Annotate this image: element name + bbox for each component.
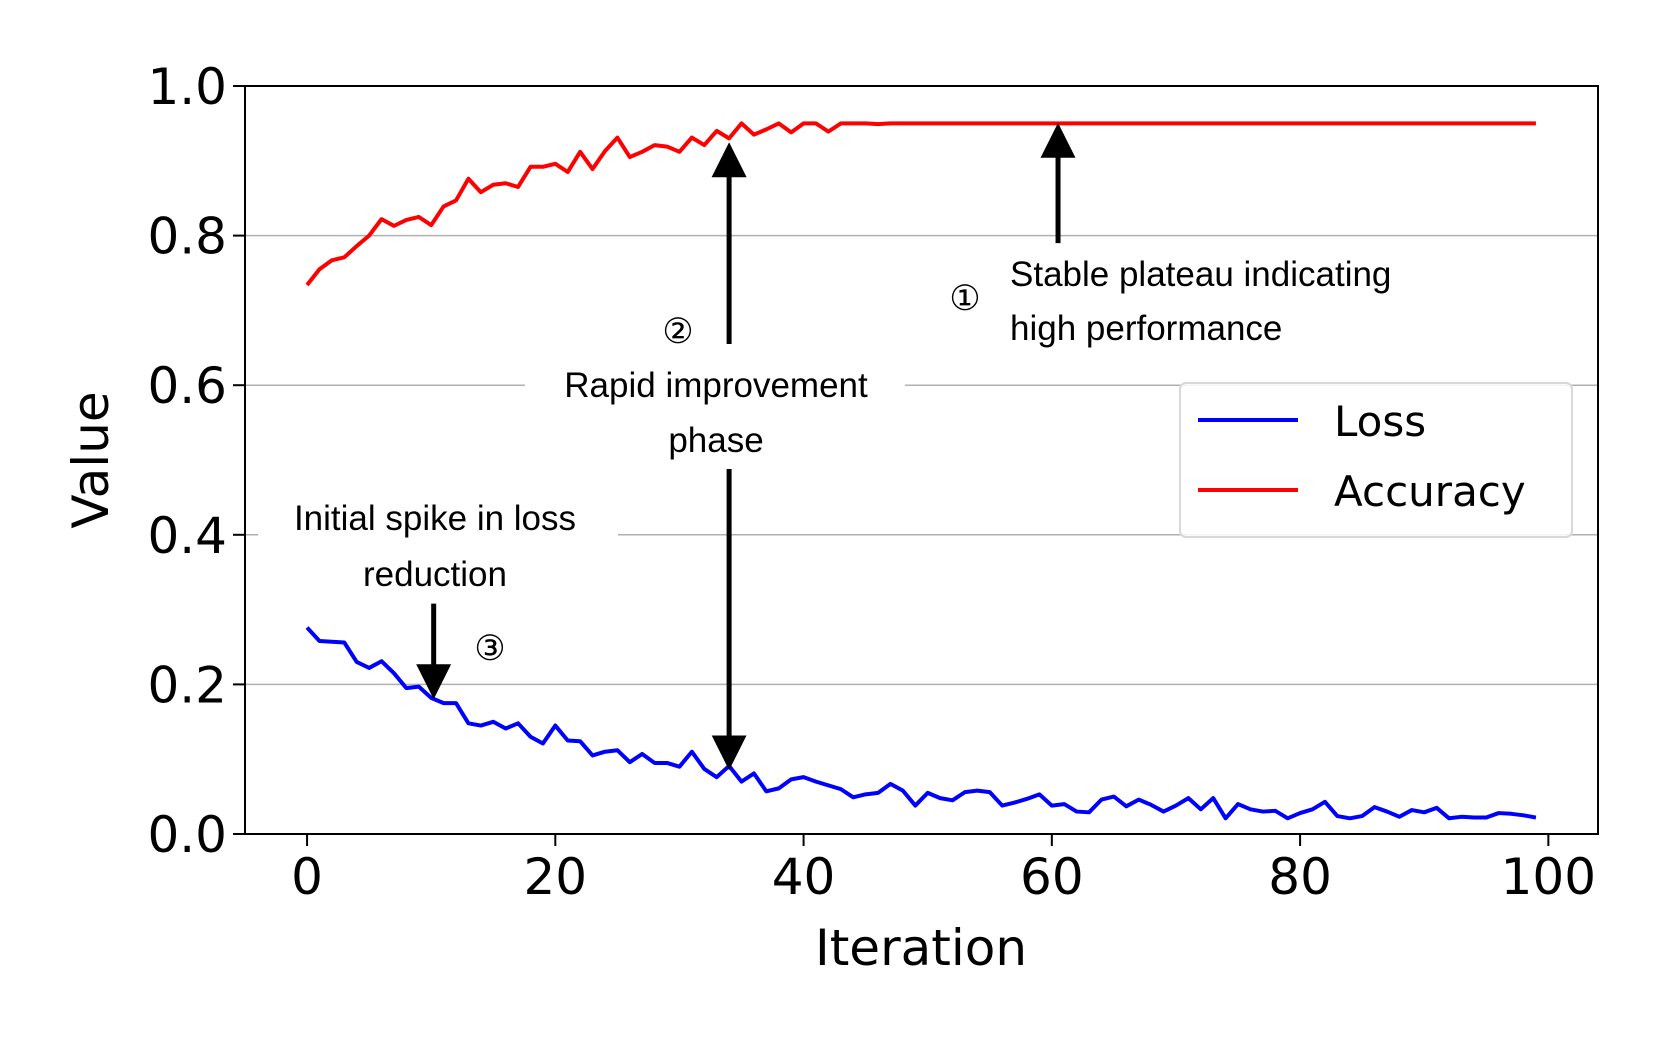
annotation-text-line-2: high performance (1010, 309, 1282, 348)
accuracy-line (305, 121, 1536, 287)
annotation-text-background (525, 362, 905, 468)
annotation-marker: ③ (474, 629, 505, 668)
x-tick-label: 40 (772, 848, 836, 906)
annotation-text-line-2: phase (668, 421, 763, 460)
annotation-initial-spike: Initial spike in loss reduction ③ (258, 494, 618, 700)
x-tick-label: 20 (524, 848, 588, 906)
y-tick-label: 0.8 (147, 208, 227, 266)
annotation-text-background (258, 494, 618, 600)
annotation-text-line-1: Initial spike in loss (294, 499, 576, 538)
legend-label-loss: Loss (1334, 397, 1426, 446)
annotation-stable-plateau: ① Stable plateau indicating high perform… (949, 122, 1391, 348)
y-tick-label: 0.0 (147, 806, 227, 864)
y-tick-label: 0.2 (147, 656, 227, 714)
y-tick-label: 0.4 (147, 507, 227, 565)
series-lines (305, 121, 1537, 821)
x-tick-label: 0 (291, 848, 323, 906)
annotation-text-line-2: reduction (363, 555, 507, 594)
legend-label-accuracy: Accuracy (1334, 467, 1526, 516)
axis-ticks: 0.0 0.2 0.4 0.6 0.8 1.0 0 20 40 60 80 100 (147, 58, 1596, 906)
annotation-text-line-1: Stable plateau indicating (1010, 255, 1391, 294)
y-tick-label: 1.0 (147, 58, 227, 116)
x-tick-label: 100 (1501, 848, 1596, 906)
x-axis-title: Iteration (815, 919, 1027, 977)
annotation-marker: ① (949, 279, 980, 318)
y-tick-label: 0.6 (147, 357, 227, 415)
x-tick-label: 80 (1268, 848, 1332, 906)
y-axis-title: Value (62, 391, 120, 528)
plot-area-frame (244, 85, 1599, 835)
annotation-text-line-1: Rapid improvement (564, 366, 868, 405)
x-tick-label: 60 (1020, 848, 1084, 906)
annotation-rapid-improvement: ② Rapid improvement phase (525, 142, 905, 771)
annotation-marker: ② (662, 312, 693, 351)
legend: Loss Accuracy (1179, 382, 1573, 538)
loss-line (305, 626, 1537, 821)
